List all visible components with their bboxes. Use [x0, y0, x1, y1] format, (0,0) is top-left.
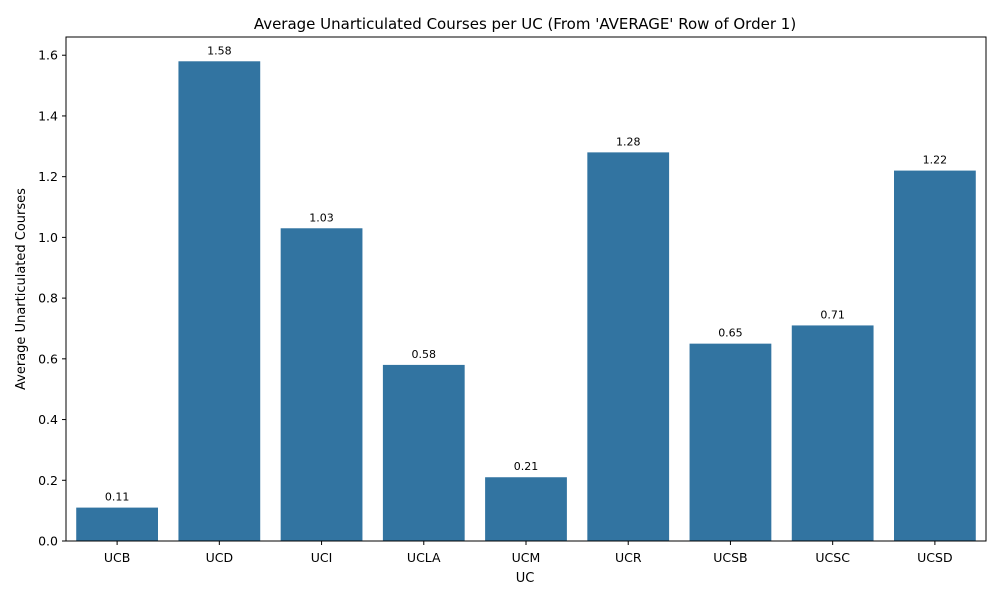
y-tick-label: 0.6 [38, 351, 58, 366]
y-tick-label: 1.4 [38, 108, 58, 123]
bar-value-label: 1.28 [616, 135, 641, 148]
bar-value-label: 0.58 [412, 348, 437, 361]
x-tick-label: UCD [206, 550, 234, 565]
y-axis-label: Average Unarticulated Courses [14, 188, 29, 390]
x-tick-label: UCLA [407, 550, 441, 565]
plot-frame [65, 36, 987, 542]
x-tick-label: UCM [512, 550, 541, 565]
bar-value-label: 0.71 [820, 308, 845, 321]
bar-value-label: 1.22 [923, 154, 948, 167]
y-tick-label: 1.2 [38, 169, 58, 184]
bar-uci [280, 228, 363, 542]
bar-value-label: 0.65 [718, 327, 743, 340]
y-tick-label: 1.0 [38, 230, 58, 245]
x-axis-label: UC [516, 571, 535, 586]
bar-ucb [76, 507, 158, 541]
bar-value-labels: 0.11 1.58 1.03 0.58 0.21 1.28 0.65 0.71 1.22 [105, 44, 947, 503]
bar-value-label: 0.11 [105, 491, 130, 504]
y-tick-label: 0.4 [38, 412, 58, 427]
bars-group [76, 61, 976, 542]
bar-value-label: 1.58 [207, 44, 232, 57]
bar-ucd [178, 61, 261, 542]
bar-value-label: 0.21 [514, 460, 539, 473]
x-tick-label: UCR [615, 550, 642, 565]
x-tick-label: UCI [311, 550, 333, 565]
x-tick-label: UCSB [713, 550, 747, 565]
x-tick-label: UCSC [815, 550, 850, 565]
y-axis-ticks: 0.0 0.2 0.4 0.6 0.8 1.0 1.2 1.4 1.6 [38, 48, 66, 549]
bar-ucsb [689, 343, 772, 541]
chart-title: Average Unarticulated Courses per UC (Fr… [254, 15, 796, 33]
bar-ucr [587, 152, 670, 542]
bar-ucm [485, 477, 567, 541]
y-tick-label: 0.8 [38, 291, 58, 306]
bar-value-label: 1.03 [309, 211, 334, 224]
x-tick-label: UCB [104, 550, 130, 565]
y-tick-label: 0.0 [38, 534, 58, 549]
bar-ucsd [894, 170, 976, 541]
x-axis-ticks: UCB UCD UCI UCLA UCM UCR UCSB UCSC UCSD [104, 541, 953, 565]
x-tick-label: UCSD [917, 550, 952, 565]
bar-ucla [382, 364, 465, 541]
y-tick-label: 0.2 [38, 473, 58, 488]
y-tick-label: 1.6 [38, 48, 58, 63]
bar-ucsc [791, 325, 874, 541]
